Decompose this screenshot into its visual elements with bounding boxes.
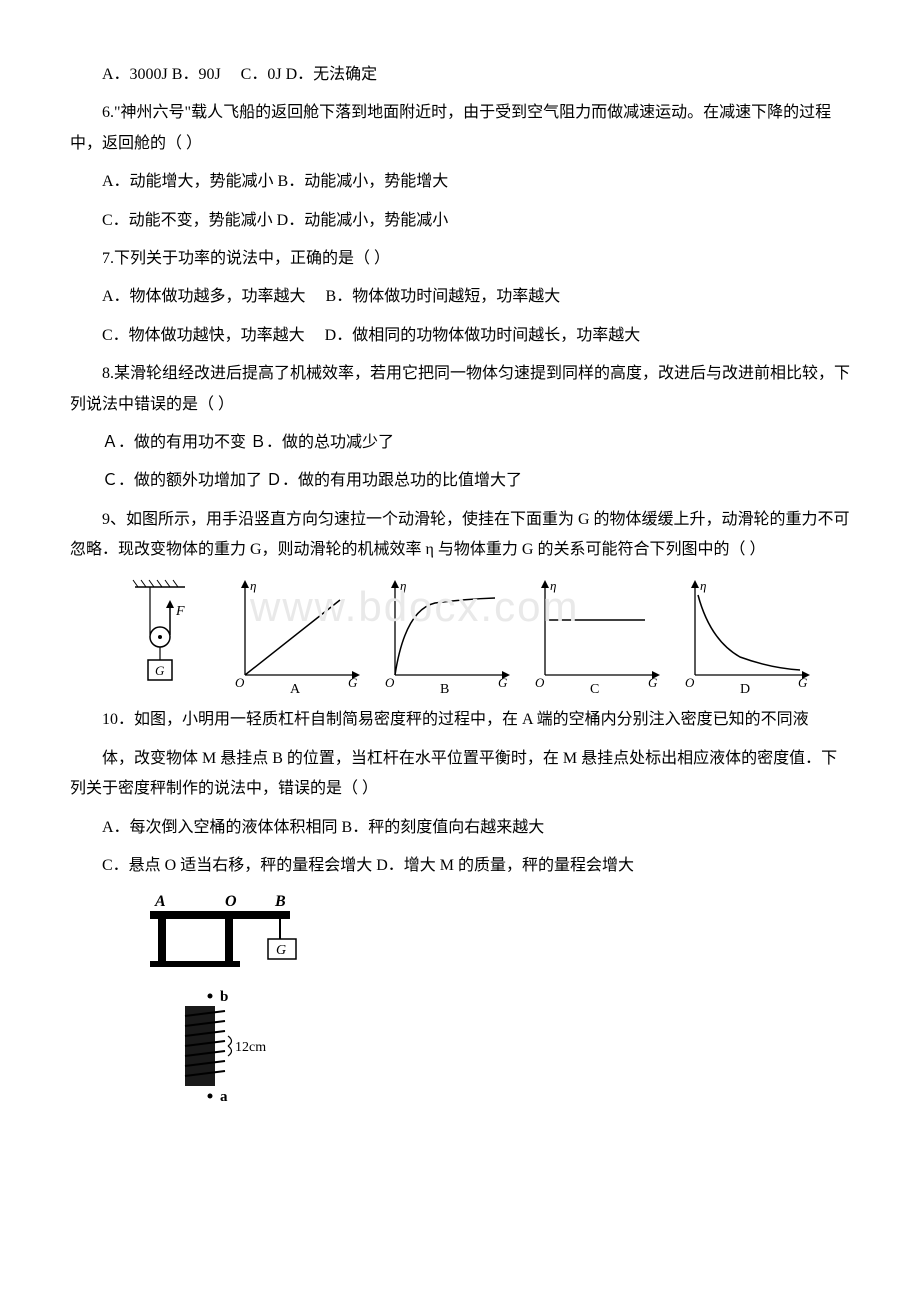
svg-text:η: η: [250, 578, 256, 593]
svg-text:G: G: [348, 675, 358, 690]
svg-text:D: D: [740, 682, 750, 695]
q6-text: 6."神州六号"载人飞船的返回舱下落到地面附近时，由于受到空气阻力而做减速运动。…: [70, 98, 850, 159]
svg-text:G: G: [798, 675, 808, 690]
force-label: F: [175, 604, 185, 619]
q6-options-ab: A．动能增大，势能减小 B．动能减小，势能增大: [70, 167, 850, 197]
svg-text:η: η: [400, 578, 406, 593]
q9-svg: F G η O G A η: [130, 575, 830, 695]
graph-a: η O G A: [235, 578, 360, 695]
svg-text:B: B: [274, 893, 286, 910]
svg-text:G: G: [276, 943, 286, 958]
graph-d: η O G D: [685, 578, 810, 695]
svg-text:b: b: [220, 989, 228, 1005]
q10-options-cd: C．悬点 O 适当右移，秤的量程会增大 D．增大 M 的质量，秤的量程会增大: [70, 851, 850, 881]
svg-text:A: A: [154, 893, 166, 910]
q10-svg: A O B G b 12cm: [130, 891, 330, 1121]
svg-text:C: C: [590, 682, 599, 695]
q7-options-cd: C．物体做功越快，功率越大 D．做相同的功物体做功时间越长，功率越大: [70, 321, 850, 351]
svg-text:G: G: [498, 675, 508, 690]
q8-options-ab: Ａ．做的有用功不变 Ｂ．做的总功减少了: [70, 428, 850, 458]
svg-text:a: a: [220, 1089, 228, 1105]
svg-text:B: B: [440, 682, 449, 695]
weight-label: G: [155, 663, 165, 678]
q9-figure: www.bdocx.com F G: [130, 575, 850, 695]
svg-text:O: O: [385, 675, 395, 690]
svg-text:A: A: [290, 682, 301, 695]
q10-options-ab: A．每次倒入空桶的液体体积相同 B．秤的刻度值向右越来越大: [70, 813, 850, 843]
svg-text:O: O: [535, 675, 545, 690]
q10-text: 10．如图，小明用一轻质杠杆自制简易密度秤的过程中，在 A 端的空桶内分别注入密…: [70, 705, 850, 735]
q5-options: A．3000J B．90J C．0J D．无法确定: [70, 60, 850, 90]
q7-options-ab: A．物体做功越多，功率越大 B．物体做功时间越短，功率越大: [70, 282, 850, 312]
graph-b: η O G B: [385, 578, 510, 695]
svg-text:η: η: [700, 578, 706, 593]
q10-text-b: 体，改变物体 M 悬挂点 B 的位置，当杠杆在水平位置平衡时，在 M 悬挂点处标…: [70, 744, 850, 805]
svg-text:η: η: [550, 578, 556, 593]
svg-text:O: O: [685, 675, 695, 690]
q10-figure: A O B G b 12cm: [130, 891, 850, 1121]
q6-options-cd: C．动能不变，势能减小 D．动能减小，势能减小: [70, 206, 850, 236]
svg-text:12cm: 12cm: [235, 1040, 266, 1055]
q7-text: 7.下列关于功率的说法中，正确的是（ ）: [70, 244, 850, 274]
graph-c: η O G C: [535, 578, 660, 695]
svg-text:O: O: [235, 675, 245, 690]
pulley-diagram: F G: [133, 580, 185, 680]
spring-diagram: b 12cm a: [185, 989, 266, 1105]
q8-text: 8.某滑轮组经改进后提高了机械效率，若用它把同一物体匀速提到同样的高度，改进后与…: [70, 359, 850, 420]
svg-text:O: O: [225, 893, 237, 910]
svg-text:G: G: [648, 675, 658, 690]
q9-text: 9、如图所示，用手沿竖直方向匀速拉一个动滑轮，使挂在下面重为 G 的物体缓缓上升…: [70, 505, 850, 566]
q8-options-cd: Ｃ．做的额外功增加了 Ｄ．做的有用功跟总功的比值增大了: [70, 466, 850, 496]
